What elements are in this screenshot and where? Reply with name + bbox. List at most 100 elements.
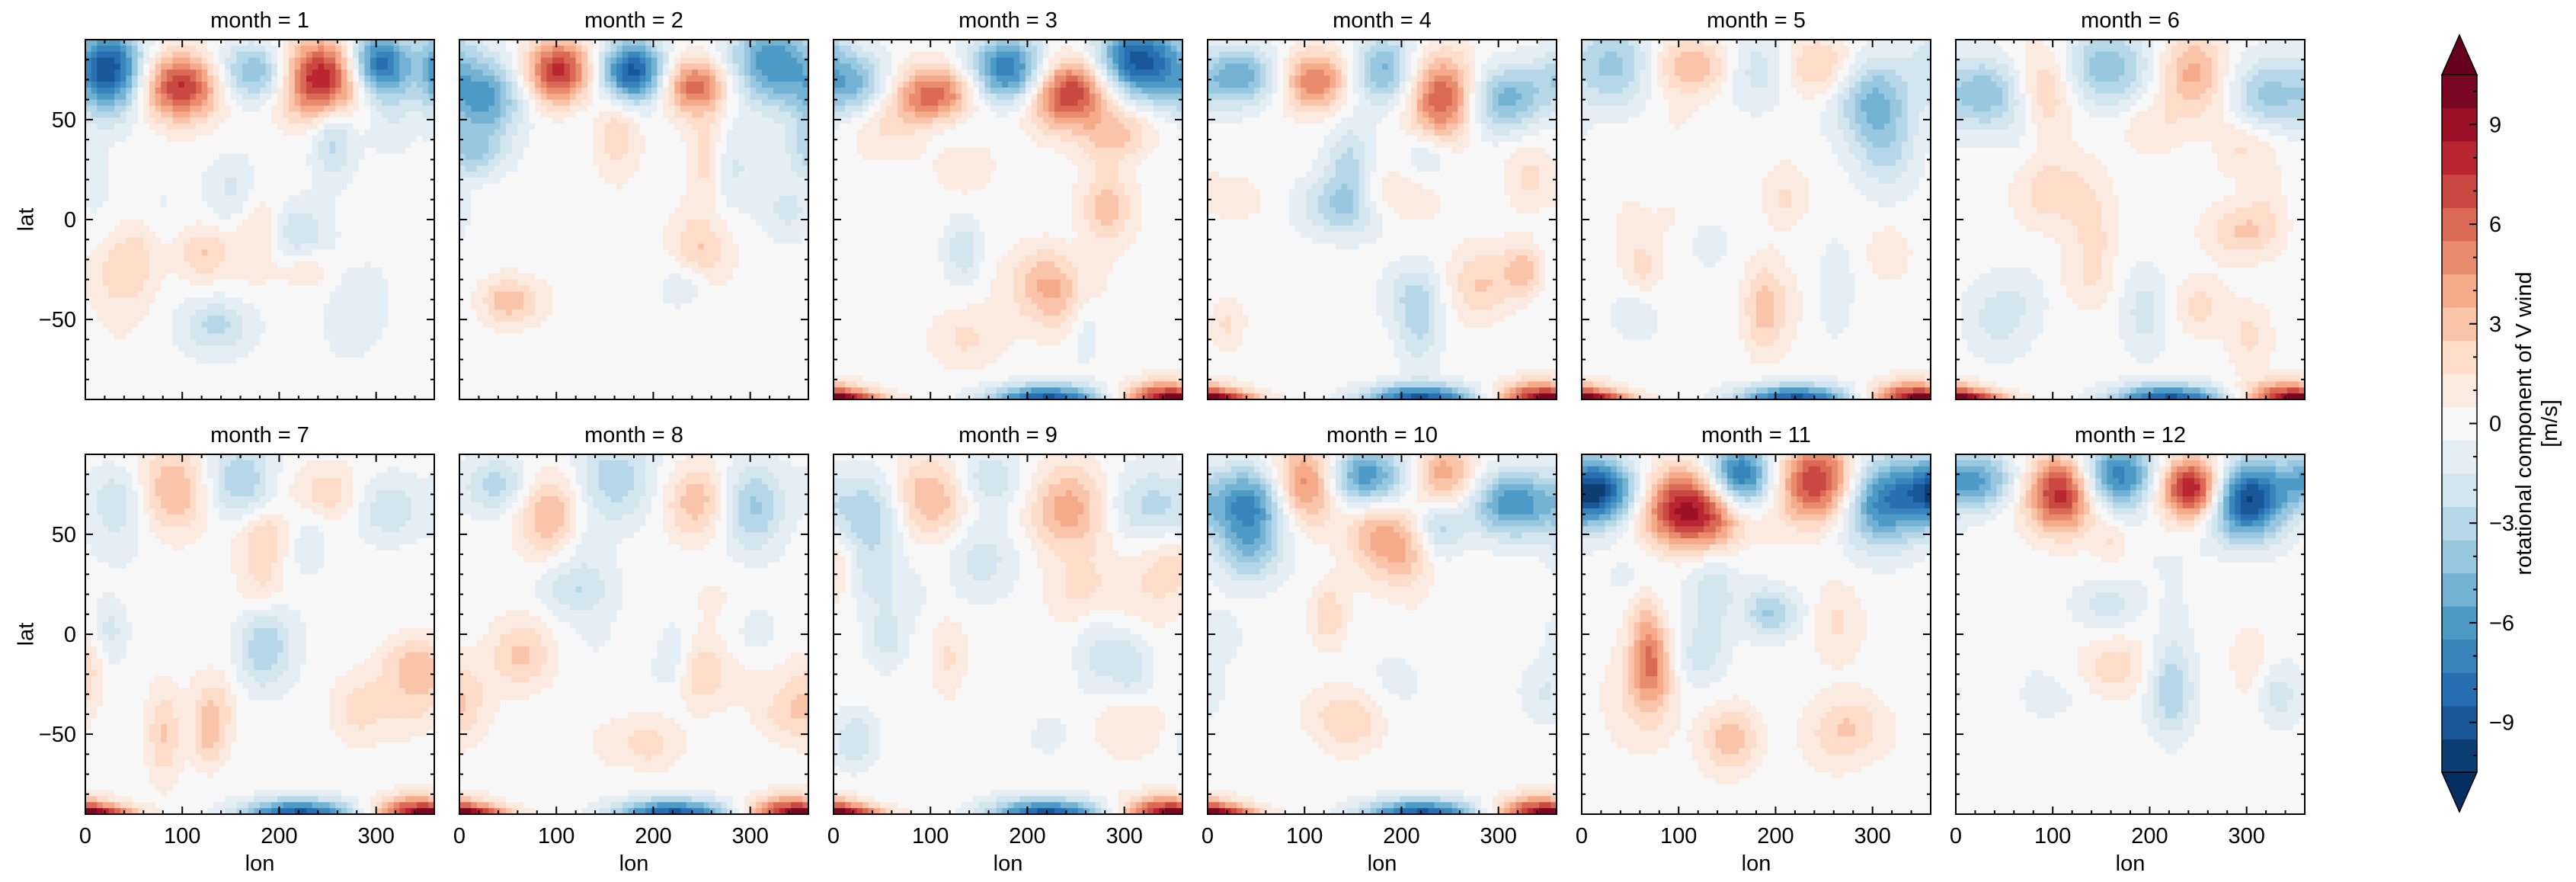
x-tick-label: 100 [538, 824, 574, 848]
facet-panel-5: month = 5 [1581, 8, 1931, 400]
facet-panel-7: month = 7 −50 0 50 0 100 200 300 [39, 423, 435, 848]
x-tick-label: 100 [2034, 824, 2071, 848]
colorbar-level [2442, 440, 2477, 474]
facet-panel-2: month = 2 [459, 8, 809, 400]
facet-panel-6: month = 6 [1955, 8, 2306, 400]
colorbar-level [2442, 473, 2477, 507]
facet-panel-8: month = 8 0 100 200 300 [453, 423, 809, 848]
contour-field [1956, 40, 2305, 399]
x-axis-label: lon [1368, 852, 1397, 876]
facet-title: month = 5 [1707, 8, 1806, 33]
x-tick-label: 300 [357, 824, 394, 848]
colorbar-level [2442, 739, 2477, 773]
y-tick-label: 50 [52, 108, 76, 133]
colorbar-level [2442, 672, 2477, 707]
facet-panel-10: month = 10 0 100 200 300 [1202, 423, 1557, 848]
contour-field [85, 454, 434, 814]
colorbar-level [2442, 540, 2477, 574]
contour-field [85, 40, 434, 399]
facet-title: month = 7 [210, 423, 309, 447]
x-tick-label: 200 [2131, 824, 2168, 848]
colorbar-tick-label: 9 [2489, 113, 2501, 137]
y-tick-label: 0 [64, 623, 76, 647]
colorbar-tick-label: −6 [2489, 611, 2514, 636]
y-axis-label: lat [14, 208, 39, 232]
x-tick-label: 200 [261, 824, 297, 848]
x-tick-label: 0 [1576, 824, 1588, 848]
colorbar-unit: [m/s] [2538, 399, 2562, 447]
facet-title: month = 6 [2081, 8, 2180, 33]
x-axis-label: lon [1742, 852, 1771, 876]
colorbar-tick-label: −3 [2489, 512, 2514, 536]
x-axis-label: lon [619, 852, 649, 876]
x-tick-label: 300 [1480, 824, 1516, 848]
x-tick-label: 200 [1383, 824, 1419, 848]
colorbar-extend-max [2440, 34, 2478, 75]
facet-title: month = 11 [1701, 423, 1811, 447]
x-tick-label: 0 [79, 824, 91, 848]
colorbar-tick-label: 0 [2489, 412, 2501, 437]
facet-panel-11: month = 11 0 100 200 300 [1576, 423, 1931, 848]
contour-field [834, 454, 1182, 814]
facet-panel-9: month = 9 0 100 200 300 [827, 423, 1183, 848]
colorbar-level [2442, 572, 2477, 607]
facet-title: month = 1 [210, 8, 309, 33]
colorbar-tick-label: −9 [2489, 711, 2514, 736]
facet-panel-1: month = 1 −50 0 50 [39, 8, 435, 400]
y-axis-label: lat [14, 623, 39, 646]
colorbar-level [2442, 340, 2477, 374]
facet-title: month = 9 [958, 423, 1058, 447]
colorbar-tick-label: 3 [2489, 313, 2501, 337]
facet-title: month = 8 [584, 423, 683, 447]
colorbar-level [2442, 240, 2477, 274]
facet-title: month = 2 [584, 8, 683, 33]
colorbar: −9 −6 −3 0 3 6 9 rotational component of V wind… [2440, 34, 2562, 813]
x-tick-label: 100 [1286, 824, 1323, 848]
colorbar-level [2442, 141, 2477, 175]
facet-title: month = 4 [1333, 8, 1432, 33]
x-tick-label: 0 [1202, 824, 1214, 848]
facet-panel-4: month = 4 [1207, 8, 1557, 400]
facet-title: month = 10 [1326, 423, 1438, 447]
x-tick-label: 0 [1950, 824, 1962, 848]
contour-field [834, 40, 1182, 399]
colorbar-tick-label: 6 [2489, 213, 2501, 237]
facet-title: month = 3 [958, 8, 1058, 33]
facet-title: month = 12 [2075, 423, 2186, 447]
contour-field [1208, 454, 1557, 814]
y-tick-label: 50 [52, 523, 76, 547]
y-tick-label: 0 [64, 208, 76, 233]
colorbar-level [2442, 374, 2477, 408]
x-axis-label: lon [2116, 852, 2146, 876]
contour-field [1582, 454, 1931, 814]
x-tick-label: 100 [164, 824, 200, 848]
contour-field [459, 40, 808, 399]
x-tick-label: 200 [1757, 824, 1794, 848]
x-tick-label: 300 [731, 824, 768, 848]
x-tick-label: 200 [1009, 824, 1045, 848]
y-tick-label: −50 [39, 723, 76, 747]
x-axis-labels: lon lon lon lon lon lon [245, 852, 2146, 876]
x-tick-label: 300 [2228, 824, 2264, 848]
contour-field [1208, 40, 1557, 399]
contour-field [459, 454, 808, 814]
y-axis-labels: lat lat [14, 208, 39, 646]
x-axis-label: lon [245, 852, 275, 876]
colorbar-level [2442, 174, 2477, 208]
facet-panel-12: month = 12 0 100 200 300 [1950, 423, 2306, 848]
facet-grid: month = 1 −50 0 50 month = 2 month = 3 month =… [39, 8, 2306, 848]
x-tick-label: 100 [1660, 824, 1697, 848]
colorbar-extend-min [2440, 771, 2478, 813]
facet-panel-3: month = 3 [833, 8, 1183, 400]
x-tick-label: 100 [912, 824, 949, 848]
x-tick-label: 200 [635, 824, 671, 848]
x-tick-label: 300 [1106, 824, 1142, 848]
colorbar-level [2442, 75, 2477, 109]
x-axis-label: lon [994, 852, 1023, 876]
contour-field [1582, 40, 1931, 399]
colorbar-level [2442, 639, 2477, 673]
contour-field [1956, 454, 2305, 814]
colorbar-level [2442, 274, 2477, 308]
x-tick-label: 0 [453, 824, 466, 848]
